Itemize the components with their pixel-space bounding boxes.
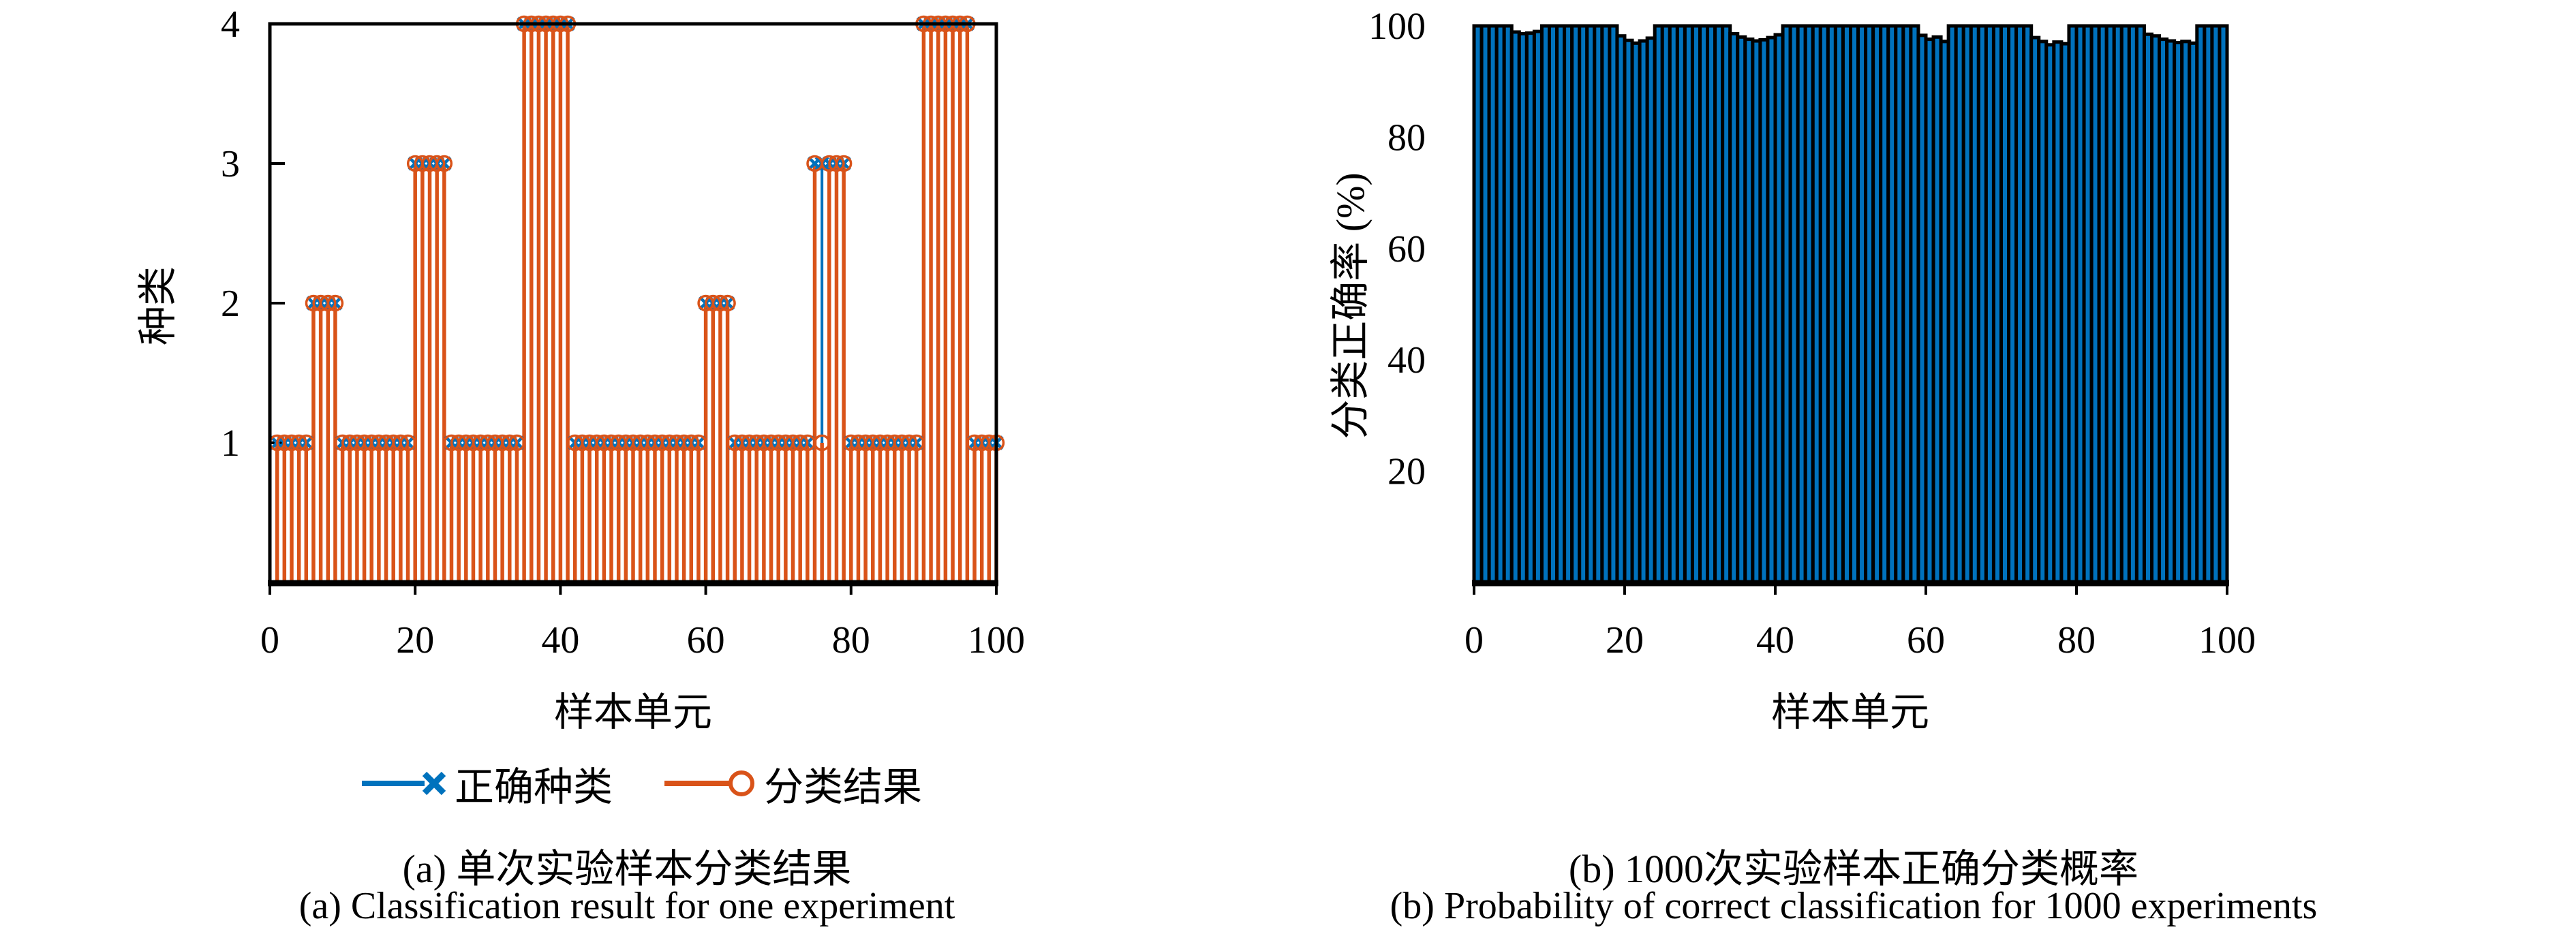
chart-a-xlabel: 样本单元 [553,690,712,734]
legend-item-classification-result: 分类结果 [662,755,922,812]
svg-text:80: 80 [1387,116,1426,159]
svg-text:20: 20 [1606,619,1644,661]
legend: 正确种类 分类结果 [198,755,1084,812]
chart-b-ylabel: 分类正确率 (%) [1328,172,1373,439]
chart-b-xlabel: 样本单元 [1770,690,1929,734]
svg-text:100: 100 [968,619,1025,661]
legend-item-correct-class: 正确种类 [359,755,613,812]
svg-text:4: 4 [221,3,240,46]
svg-text:0: 0 [260,619,279,661]
svg-text:20: 20 [1387,451,1426,493]
svg-text:40: 40 [1387,339,1426,381]
chart-a-markers-result-circle [269,15,1005,452]
legend-label-classification-result: 分类结果 [764,765,923,809]
svg-text:2: 2 [221,283,240,325]
svg-text:40: 40 [541,619,579,661]
svg-text:0: 0 [1465,619,1484,661]
legend-label-correct-class: 正确种类 [454,765,613,809]
svg-text:40: 40 [1756,619,1794,661]
svg-text:80: 80 [2057,619,2096,661]
legend-line-x-icon [361,771,446,796]
chart-a-ylabel: 种类 [136,266,180,346]
chart-a-markers-correct-x [270,16,1004,450]
chart-b-bars [1472,24,2229,584]
svg-text:60: 60 [1907,619,1945,661]
caption-a-chinese: (a) 单次实验样本分类结果 [402,847,852,891]
caption-a-english: (a) Classification result for one experi… [298,885,955,927]
svg-text:100: 100 [2198,619,2256,661]
caption-b-english: (b) Probability of correct classificatio… [1390,885,2318,927]
svg-text:20: 20 [396,619,434,661]
svg-text:3: 3 [221,143,240,185]
caption-b-chinese: (b) 1000次实验样本正确分类概率 [1568,847,2139,891]
chart-a-stems-result [275,24,998,582]
svg-text:100: 100 [1368,5,1426,48]
svg-text:60: 60 [1387,228,1426,270]
legend-line-circle-icon [664,770,754,796]
chart-b: 20 40 60 80 100 0 20 40 60 80 100 [1368,5,2256,661]
svg-text:1: 1 [221,422,240,465]
svg-text:60: 60 [687,619,725,661]
svg-text:80: 80 [832,619,870,661]
